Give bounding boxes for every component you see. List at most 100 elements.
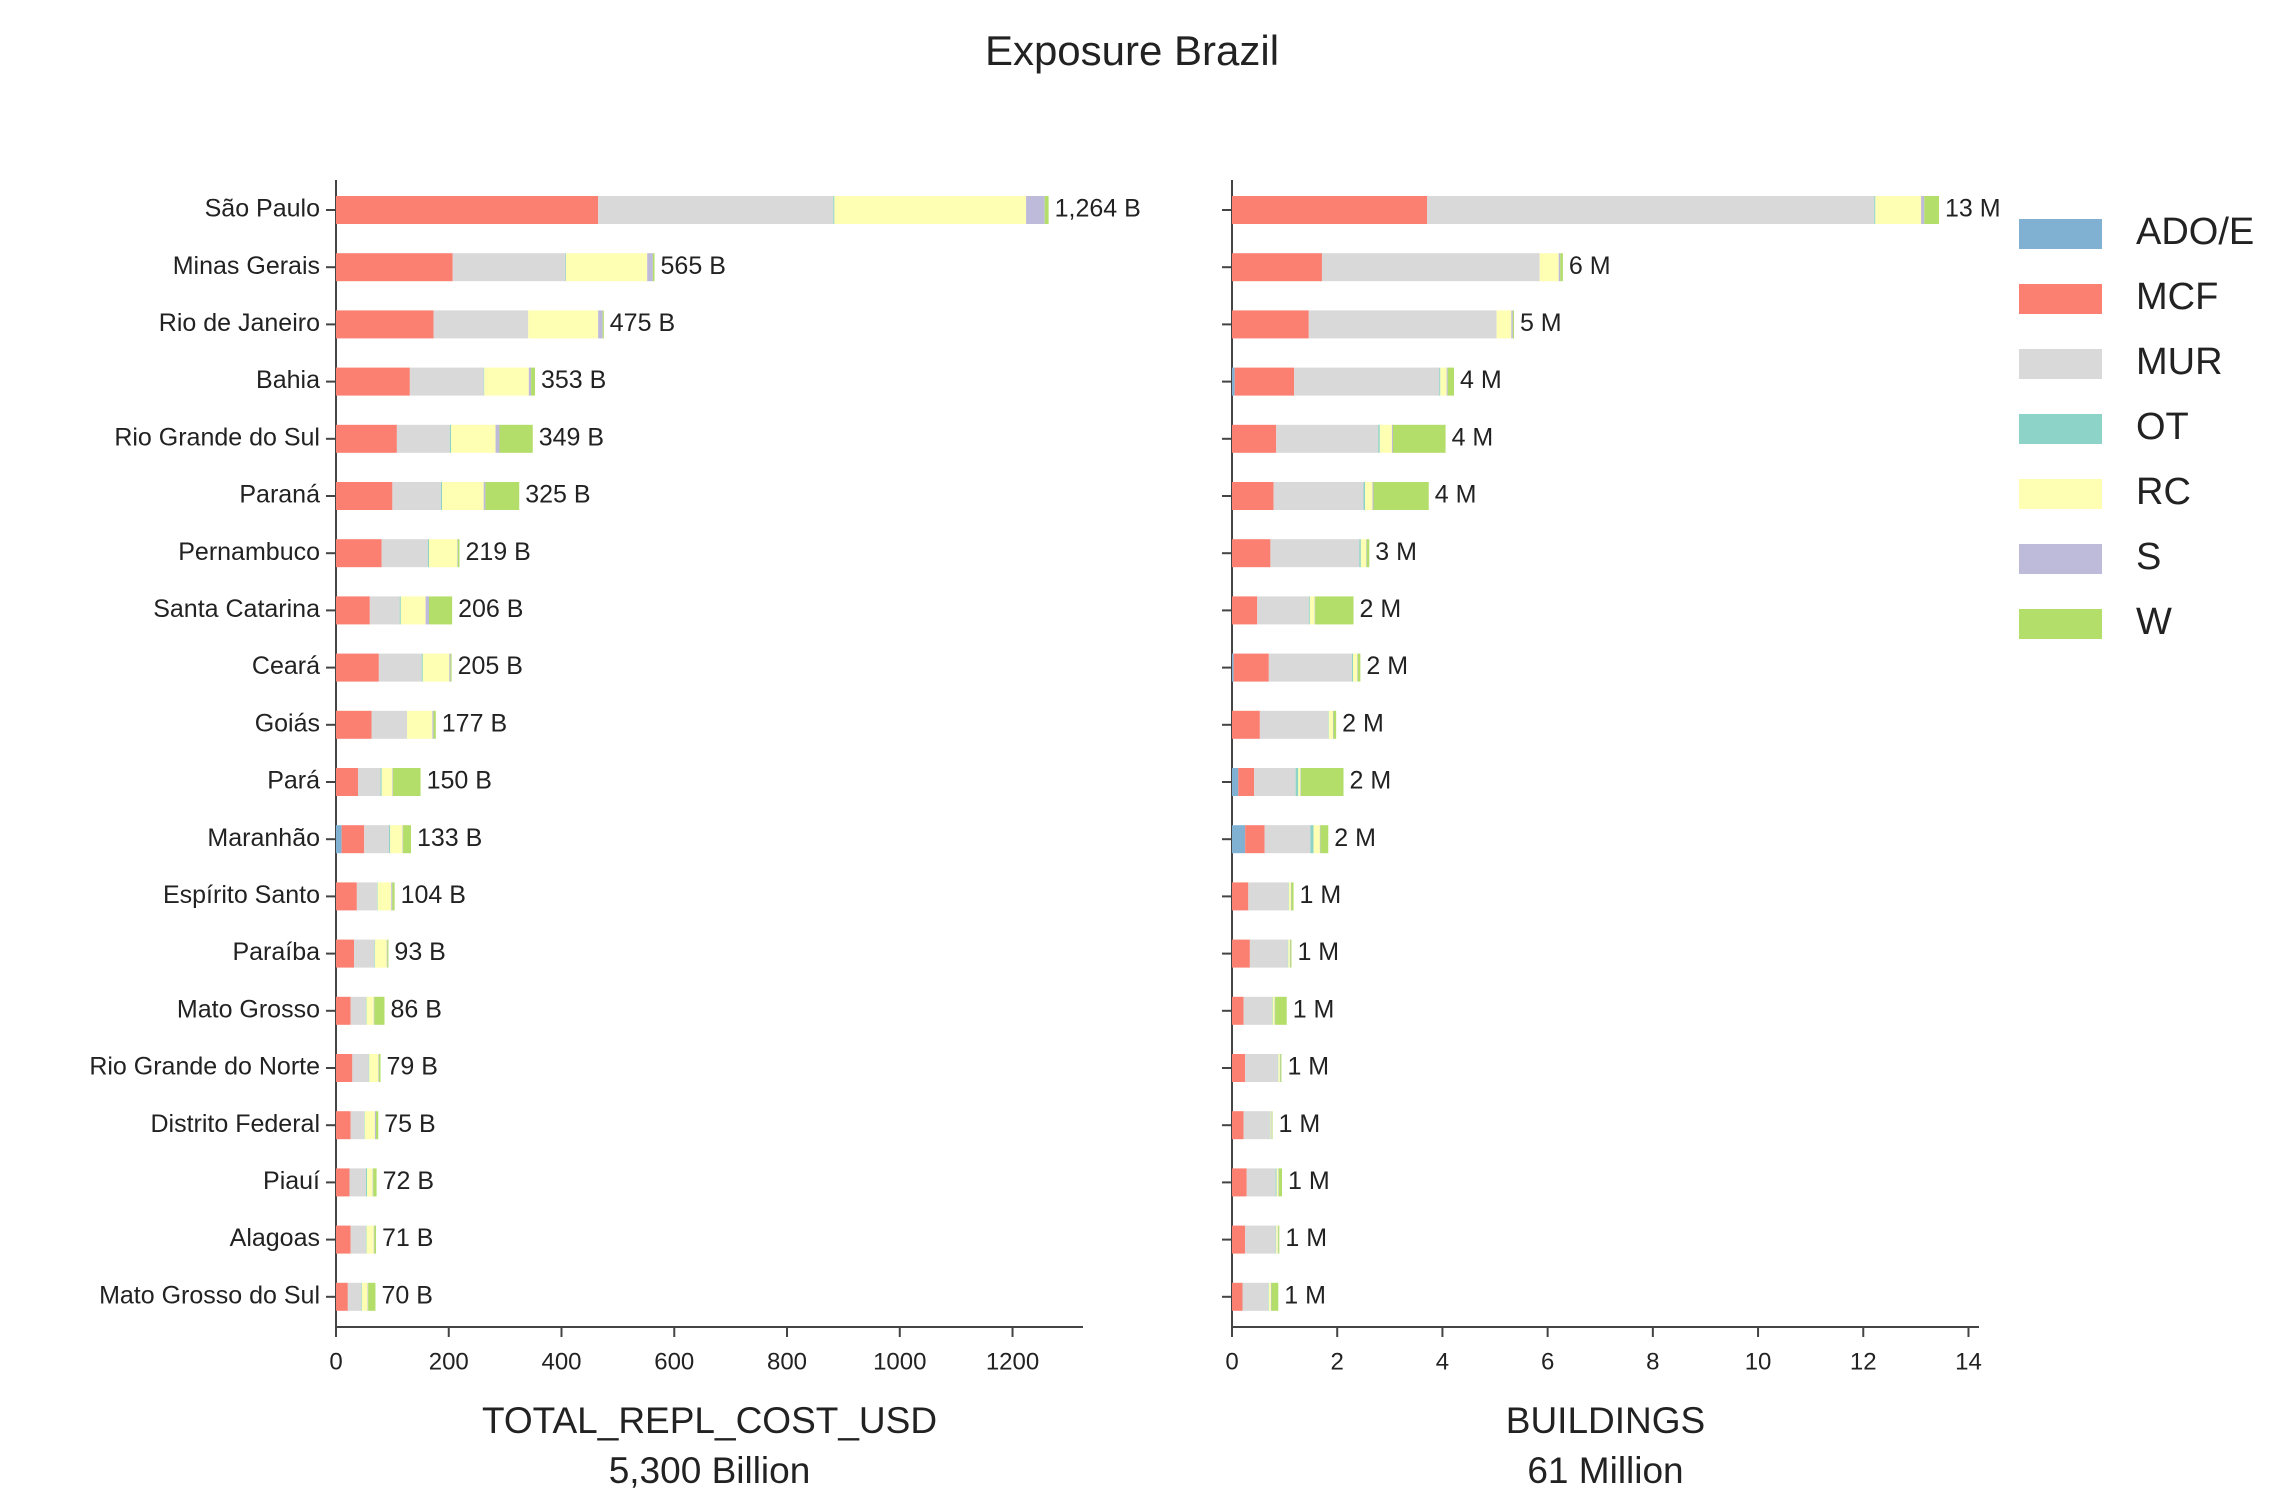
bar-segment: RC (366, 1225, 374, 1254)
bar-segment: MUR (371, 710, 408, 739)
total-label: 353 B (541, 366, 606, 394)
bar-segment: MUR (381, 539, 428, 568)
y-tick-label: Rio Grande do Sul (114, 423, 320, 451)
bar-segment: RC (429, 539, 458, 568)
bar-segment: OT (1287, 939, 1289, 968)
bar-segment: ADO/E (336, 825, 342, 854)
bar-segment: MCF (1232, 1111, 1244, 1140)
bar-segment: OT (1359, 539, 1361, 568)
bar-segment: W (1320, 825, 1329, 854)
x-tick-label: 10 (1745, 1348, 1772, 1375)
total-label: 133 B (417, 824, 482, 852)
bar-segment: S (598, 310, 603, 339)
bar-segment: W (499, 424, 533, 453)
bar-segment: MUR (350, 1225, 366, 1254)
x-tick-label: 4 (1436, 1348, 1449, 1375)
bar-segment: MUR (452, 253, 566, 282)
legend-label: MUR (2136, 341, 2223, 383)
bar-segment: RC (566, 253, 648, 282)
bar-segment: W (1373, 482, 1429, 510)
bar-segment: W (1278, 1225, 1280, 1254)
total-label: 71 B (382, 1224, 433, 1252)
bar-segment: MUR (1276, 424, 1379, 453)
bar-segment: MUR (1246, 1168, 1276, 1197)
total-label: 6 M (1569, 252, 1611, 280)
bar-segment: ADO/E (1232, 367, 1235, 396)
bar-segment: W (387, 939, 389, 968)
bar-segment: OT (1363, 482, 1366, 510)
bar-segment: S (1372, 482, 1374, 510)
bar-segment: W (1044, 196, 1049, 224)
bar-segment: MUR (1249, 939, 1288, 968)
bar-segment: W (374, 1225, 377, 1254)
bar-segment: ADO/E (1232, 768, 1239, 796)
bar-segment: MCF (1232, 253, 1322, 282)
x-tick-label: 0 (329, 1348, 342, 1375)
legend-label: S (2136, 536, 2161, 578)
bar-segment: OT (380, 768, 382, 796)
bar-segment: MCF (336, 1225, 351, 1254)
bar-segment: OT (399, 596, 401, 625)
x-tick-label: 1200 (986, 1348, 1039, 1375)
bar-segment: S (372, 1168, 374, 1197)
bar-segment: OT (440, 482, 442, 510)
bar-segment: MCF (336, 1282, 348, 1311)
y-tick-label: Mato Grosso (177, 995, 320, 1023)
y-tick-label: Piauí (263, 1167, 320, 1195)
bar-segment: S (374, 1111, 377, 1140)
bar-segment: W (1280, 1054, 1282, 1082)
legend-swatch (2019, 609, 2102, 639)
bar-segment: MCF (336, 310, 434, 339)
bar-segment: RC (366, 996, 374, 1025)
y-tick-label: Rio de Janeiro (159, 309, 320, 337)
bar-segment: OT (1277, 1054, 1279, 1082)
y-tick-label: Espírito Santo (163, 881, 320, 909)
bar-segment: OT (449, 424, 452, 453)
bar-segment: W (652, 253, 655, 282)
bar-segment: MUR (352, 1054, 369, 1082)
bar-segment: W (1512, 310, 1514, 339)
total-label: 4 M (1460, 366, 1502, 394)
bar-segment: RC (367, 1168, 373, 1197)
bar-segment: MUR (1245, 1225, 1276, 1254)
bar-segment: MCF (1238, 768, 1255, 796)
bar-segment: S (367, 1282, 369, 1311)
bar-segment: OT (365, 996, 367, 1025)
bar-segment: MUR (1427, 196, 1875, 224)
bar-segment: S (373, 996, 375, 1025)
bar-segment: S (1289, 939, 1291, 968)
bar-segment: RC (1539, 253, 1559, 282)
x-axis-sublabel: 61 Million (1527, 1450, 1683, 1491)
bar-segment: MUR (1294, 367, 1440, 396)
bar-segment: S (1319, 825, 1321, 854)
bar-segment: OT (1378, 424, 1380, 453)
bar-segment: OT (388, 825, 391, 854)
bar-segment: W (457, 539, 460, 568)
bar-segment: RC (364, 1111, 375, 1140)
bar-segment: W (1392, 424, 1446, 453)
bar-segment: S (1357, 653, 1358, 682)
bar-segment: S (1270, 1282, 1272, 1311)
bar-segment: OT (1275, 1168, 1277, 1197)
bar-segment: W (1924, 196, 1940, 224)
bar-segment: OT (1351, 653, 1353, 682)
bar-segment: OT (361, 1282, 362, 1311)
bar-segment: MUR (433, 310, 529, 339)
bar-segment: W (485, 482, 520, 510)
bar-segment: W (531, 367, 536, 396)
total-label: 349 B (539, 423, 604, 451)
total-label: 475 B (610, 309, 675, 337)
bar-segment: MCF (341, 825, 365, 854)
bar-segment: MUR (1308, 310, 1497, 339)
bar-segment: W (403, 825, 411, 854)
bar-segment: S (483, 482, 486, 510)
bar-segment: MUR (378, 653, 422, 682)
x-tick-label: 14 (1955, 1348, 1982, 1375)
x-tick-label: 400 (541, 1348, 581, 1375)
x-tick-label: 1000 (873, 1348, 926, 1375)
legend-label: OT (2136, 406, 2189, 448)
bar-segment: S (457, 539, 458, 568)
bar-segment: S (391, 882, 393, 911)
bar-segment: W (392, 768, 421, 796)
